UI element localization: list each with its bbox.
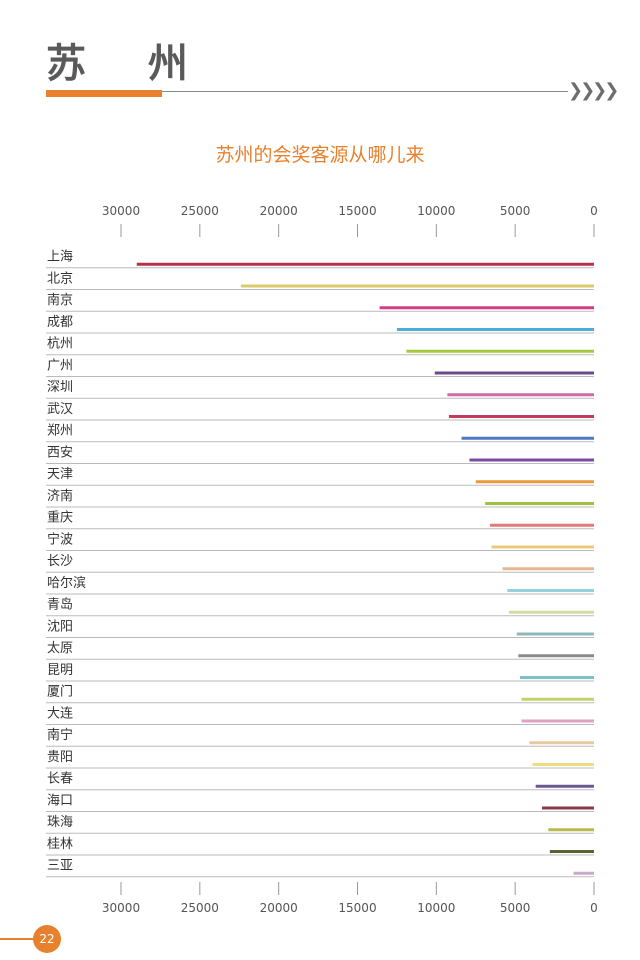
- category-label: 桂林: [47, 837, 73, 852]
- category-label: 宁波: [47, 531, 73, 547]
- bar: [508, 610, 594, 614]
- category-label: 贵阳: [47, 750, 73, 765]
- category-label: 郑州: [47, 424, 73, 439]
- category-label: 武汉: [47, 402, 73, 417]
- category-label: 南宁: [47, 727, 73, 743]
- bar: [535, 784, 594, 788]
- category-label: 哈尔滨: [47, 575, 86, 591]
- bar: [475, 480, 594, 484]
- category-label: 长春: [47, 772, 73, 787]
- category-label: 广州: [47, 358, 73, 373]
- category-label: 西安: [47, 445, 73, 460]
- top-tick-label: 10000: [417, 204, 455, 218]
- bar: [518, 654, 594, 658]
- category-label: 济南: [47, 488, 73, 504]
- title-accent-bar: [46, 90, 162, 97]
- category-label: 天津: [47, 467, 73, 482]
- category-label: 深圳: [47, 380, 73, 395]
- category-label: 太原: [47, 641, 73, 656]
- bottom-tick-label: 20000: [260, 901, 298, 915]
- top-tick-label: 25000: [181, 204, 219, 218]
- bar: [521, 719, 594, 723]
- category-label: 成都: [47, 315, 73, 330]
- chevron-right-icon: ❯❯❯❯: [568, 80, 619, 101]
- bar: [379, 306, 594, 310]
- bar: [448, 415, 594, 418]
- category-label: 北京: [47, 271, 73, 286]
- title-rule: [46, 91, 568, 92]
- bar: [502, 567, 594, 571]
- bottom-tick-label: 30000: [102, 901, 140, 915]
- top-tick-label: 20000: [260, 204, 298, 218]
- bar: [549, 850, 594, 853]
- bar: [489, 523, 594, 527]
- bar: [573, 871, 594, 875]
- category-label: 三亚: [47, 859, 73, 874]
- bar: [532, 763, 594, 766]
- bar: [485, 502, 594, 505]
- bar: [491, 545, 594, 549]
- bar: [396, 328, 594, 331]
- bar: [406, 349, 594, 353]
- bar: [541, 806, 594, 810]
- bar: [519, 676, 594, 679]
- top-tick-label: 15000: [338, 204, 376, 218]
- category-label: 青岛: [47, 597, 73, 613]
- category-label: 海口: [47, 793, 73, 808]
- category-label: 珠海: [47, 815, 73, 830]
- bottom-tick-label: 25000: [181, 901, 219, 915]
- bottom-tick-label: 15000: [338, 901, 376, 915]
- category-label: 大连: [47, 705, 73, 721]
- bar: [516, 632, 594, 636]
- category-label: 上海: [47, 250, 73, 265]
- bar: [507, 589, 594, 592]
- bar: [136, 262, 594, 266]
- bottom-tick-label: 0: [590, 901, 598, 915]
- page-title: 苏 州: [46, 41, 212, 87]
- top-tick-label: 0: [590, 204, 598, 218]
- bar: [447, 393, 594, 397]
- bottom-tick-label: 5000: [500, 901, 531, 915]
- category-label: 沈阳: [47, 619, 73, 634]
- bar: [529, 741, 594, 745]
- category-label: 昆明: [47, 663, 73, 678]
- bar: [469, 458, 594, 462]
- bar: [240, 284, 594, 288]
- bar: [461, 436, 594, 440]
- category-label: 杭州: [47, 337, 73, 352]
- bar: [434, 371, 594, 375]
- bottom-tick-label: 10000: [417, 901, 455, 915]
- page-number-line: [0, 938, 36, 940]
- top-tick-label: 30000: [102, 204, 140, 218]
- category-label: 南京: [47, 292, 73, 308]
- category-label: 重庆: [47, 510, 73, 526]
- category-label: 长沙: [47, 554, 73, 569]
- chart-title: 苏州的会奖客源从哪儿来: [215, 144, 425, 166]
- top-tick-label: 5000: [500, 204, 531, 218]
- page-number: 22: [33, 925, 61, 953]
- category-label: 厦门: [47, 685, 73, 700]
- bar: [548, 828, 594, 832]
- bar: [521, 697, 594, 701]
